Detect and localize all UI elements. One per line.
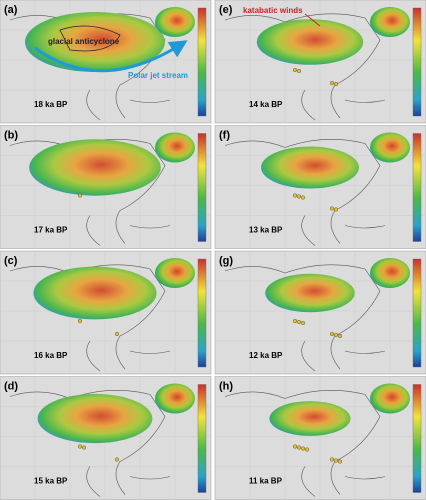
site-marker — [337, 459, 342, 464]
colorbar — [197, 7, 207, 117]
site-marker — [296, 68, 301, 73]
time-label: 13 ka BP — [249, 226, 283, 235]
site-marker — [333, 81, 338, 86]
map-panel: (d) 15 ka BP — [0, 376, 212, 500]
panel-label: (g) — [219, 255, 233, 267]
ice-sheet — [29, 139, 161, 196]
ice-sheet — [155, 132, 195, 163]
time-label: 15 ka BP — [34, 477, 68, 486]
site-marker — [333, 458, 338, 463]
site-marker — [304, 447, 309, 452]
site-marker — [77, 444, 82, 449]
site-marker — [292, 318, 297, 323]
katabatic-arrow — [304, 13, 321, 27]
ice-sheet — [370, 383, 410, 414]
coastline — [224, 264, 386, 372]
ice-sheet — [269, 401, 351, 436]
site-marker — [292, 444, 297, 449]
site-marker — [333, 332, 338, 337]
ice-sheet — [370, 132, 410, 163]
site-marker — [329, 331, 334, 336]
time-label: 12 ka BP — [249, 351, 283, 360]
site-marker — [333, 207, 338, 212]
colorbar — [197, 258, 207, 368]
site-marker — [114, 457, 119, 462]
site-marker — [329, 457, 334, 462]
map-panel: (c) 16 ka BP — [0, 250, 212, 375]
coastline — [224, 13, 386, 121]
ice-sheet — [256, 19, 364, 65]
ice-sheet — [370, 7, 410, 37]
map-panel: (h) 11 ka BP — [214, 376, 426, 500]
site-marker — [77, 193, 82, 198]
jet-stream-arrow — [34, 40, 188, 73]
ice-sheet — [33, 266, 157, 320]
map-panel: (a) 18 ka BP glacial anticyclone Polar jet … — [0, 0, 212, 124]
ice-sheet — [155, 383, 195, 414]
annotation: glacial anticyclone — [48, 37, 120, 46]
colorbar — [412, 7, 422, 117]
site-marker — [114, 331, 119, 336]
time-label: 11 ka BP — [249, 477, 283, 486]
ice-sheet — [155, 258, 195, 288]
site-marker — [296, 319, 301, 324]
colorbar — [197, 384, 207, 493]
map-panel: (g) 12 ka BP — [214, 250, 426, 375]
annotation: Polar jet stream — [128, 71, 188, 80]
panel-label: (b) — [4, 130, 18, 142]
anticyclone — [59, 25, 121, 52]
map-panel: (f) 13 ka BP — [214, 125, 426, 249]
site-marker — [337, 333, 342, 338]
time-label: 18 ka BP — [34, 100, 68, 109]
time-label: 14 ka BP — [249, 100, 283, 109]
panel-label: (d) — [4, 381, 18, 393]
site-marker — [329, 206, 334, 211]
colorbar — [412, 384, 422, 493]
coastline — [224, 390, 386, 497]
site-marker — [329, 80, 334, 85]
time-label: 17 ka BP — [34, 226, 68, 235]
site-marker — [300, 320, 305, 325]
ice-sheet — [261, 146, 359, 189]
site-marker — [77, 318, 82, 323]
colorbar — [412, 133, 422, 242]
colorbar — [412, 258, 422, 368]
time-label: 16 ka BP — [34, 351, 68, 360]
panel-label: (e) — [219, 4, 233, 16]
site-marker — [300, 446, 305, 451]
ice-sheet — [370, 258, 410, 288]
annotation: katabatic winds — [243, 6, 303, 15]
site-marker — [292, 67, 297, 72]
panel-label: (c) — [4, 255, 18, 267]
site-marker — [81, 445, 86, 450]
coastline — [224, 139, 386, 246]
ice-sheet — [25, 12, 165, 72]
coastline — [9, 390, 171, 497]
coastline — [9, 264, 171, 372]
site-marker — [296, 194, 301, 199]
ice-sheet — [265, 273, 355, 313]
ice-sheet — [37, 393, 153, 444]
panel-label: (f) — [219, 130, 230, 142]
panel-label: (a) — [4, 4, 18, 16]
site-marker — [300, 195, 305, 200]
map-panel: (e) 14 ka BP katabatic winds — [214, 0, 426, 124]
site-marker — [296, 445, 301, 450]
colorbar — [197, 133, 207, 242]
map-panel: (b) 17 ka BP — [0, 125, 212, 249]
panel-label: (h) — [219, 381, 233, 393]
site-marker — [292, 193, 297, 198]
coastline — [9, 139, 171, 246]
ice-sheet — [155, 7, 195, 37]
